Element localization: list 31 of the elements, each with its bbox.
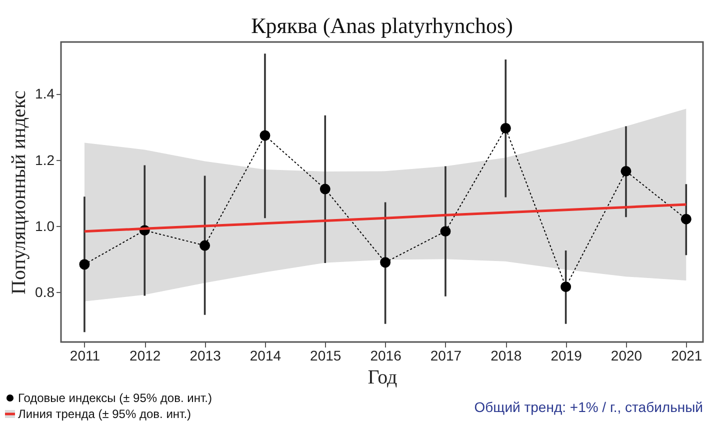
x-tick-label: 2011 xyxy=(70,348,100,364)
x-tick-label: 2019 xyxy=(550,348,582,364)
x-tick-label: 2012 xyxy=(130,348,161,364)
x-tick-label: 2021 xyxy=(671,348,702,364)
y-tick-label: 1.2 xyxy=(35,152,55,168)
y-tick-label: 1.4 xyxy=(35,86,55,102)
point xyxy=(79,259,90,270)
point xyxy=(200,240,210,251)
point xyxy=(560,282,572,292)
y-tick-label: 0.8 xyxy=(35,284,55,300)
point xyxy=(320,184,330,194)
point xyxy=(500,123,511,134)
x-tick-label: 2014 xyxy=(250,348,282,364)
x-tick-label: 2018 xyxy=(490,348,522,364)
chart-title: Кряква (Anas platyrhynchos) xyxy=(251,13,513,38)
point xyxy=(680,214,692,224)
x-tick-label: 2016 xyxy=(370,348,402,364)
text: Общий тренд: +1% / г., стабильный xyxy=(474,399,703,415)
legend-label: Линия тренда (± 95% дов. инт.) xyxy=(18,407,192,421)
x-tick-label: 2020 xyxy=(610,348,642,364)
x-tick-label: 2013 xyxy=(190,348,222,364)
point xyxy=(260,130,270,141)
x-tick-label: 2017 xyxy=(430,348,462,364)
legend-label: Годовые индексы (± 95% дов. инт.) xyxy=(18,391,212,405)
x-tick-label: 2015 xyxy=(310,348,342,364)
x-axis-title: Год xyxy=(368,366,398,388)
y-tick-label: 1.0 xyxy=(35,218,55,234)
y-axis-title: Популяционный индекс xyxy=(8,90,30,294)
point xyxy=(440,226,451,237)
point xyxy=(620,166,632,176)
point xyxy=(380,257,391,268)
